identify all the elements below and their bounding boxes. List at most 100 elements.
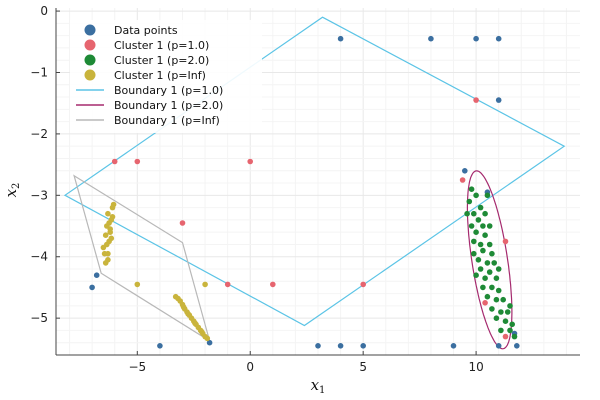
y-axis-label: x2 [2, 183, 22, 198]
y-tick-label: −4 [30, 250, 48, 264]
data-point [475, 257, 482, 263]
data-point [105, 257, 111, 263]
x-axis-label: x1 [311, 376, 326, 396]
y-tick-label: −5 [30, 311, 48, 325]
data-point [502, 238, 509, 245]
data-point [489, 250, 495, 257]
data-point [473, 272, 479, 279]
data-point [464, 210, 470, 217]
data-point [482, 300, 488, 306]
data-point [89, 284, 95, 291]
data-point [507, 303, 513, 309]
data-point [105, 210, 111, 217]
legend-label: Boundary 1 (p=2.0) [114, 99, 223, 112]
legend-marker [84, 54, 96, 66]
legend-marker [84, 24, 96, 36]
data-point [482, 232, 488, 238]
data-point [108, 235, 115, 242]
data-point [477, 266, 484, 272]
legend-label: Cluster 1 (p=1.0) [114, 39, 209, 52]
data-point [509, 321, 515, 328]
data-point [185, 311, 191, 317]
data-point [198, 328, 205, 335]
tick-labels: −5 0 5 10 0 −1 −2 −3 −4 −5 [30, 4, 483, 374]
data-point [495, 97, 502, 103]
data-point [489, 284, 495, 291]
data-point [507, 327, 513, 334]
data-point [360, 343, 367, 349]
data-point [486, 269, 493, 275]
data-point [459, 177, 466, 183]
data-point [500, 296, 507, 303]
legend-label: Boundary 1 (p=1.0) [114, 84, 223, 97]
data-point [360, 281, 367, 288]
data-point [493, 296, 500, 303]
data-point [473, 229, 479, 235]
data-point [179, 220, 186, 226]
data-point [477, 204, 484, 211]
data-point [498, 327, 504, 334]
data-point [511, 333, 518, 340]
data-point [192, 320, 198, 326]
data-point [502, 333, 509, 340]
legend-marker [84, 39, 96, 51]
data-point [315, 343, 321, 349]
y-tick-label: −1 [30, 65, 48, 79]
data-point [502, 318, 509, 325]
data-point [484, 192, 491, 199]
data-point [473, 97, 479, 103]
data-point [450, 343, 457, 349]
legend-marker [84, 69, 96, 81]
data-point [134, 281, 141, 288]
x-tick-label: 10 [468, 360, 483, 374]
y-tick-label: −2 [30, 127, 48, 141]
data-point [462, 168, 468, 174]
legend-label: Cluster 1 (p=Inf) [114, 69, 206, 82]
data-point [473, 192, 479, 199]
data-point [175, 295, 181, 302]
data-point [104, 241, 110, 248]
data-point [107, 229, 113, 235]
data-point [134, 158, 141, 165]
data-point [206, 339, 213, 346]
axis-frame [55, 8, 580, 356]
data-point [486, 223, 493, 229]
data-point [337, 35, 344, 42]
legend-box [70, 20, 262, 133]
x-tick-label: 0 [246, 360, 254, 374]
data-point [498, 309, 504, 315]
data-point [489, 306, 495, 312]
data-point [484, 260, 491, 266]
data-point [106, 220, 112, 226]
boundary-line [466, 170, 513, 350]
data-point [480, 223, 486, 229]
data-point [180, 304, 187, 310]
data-point [337, 343, 344, 349]
data-point [495, 35, 502, 42]
data-point [486, 241, 493, 248]
data-point [157, 343, 163, 349]
data-point [109, 214, 116, 220]
boundary-line [63, 16, 566, 327]
x-tick-label: −5 [128, 360, 146, 374]
legend-label: Boundary 1 (p=Inf) [114, 114, 220, 127]
data-point [247, 158, 253, 165]
data-point [202, 281, 208, 288]
data-point [428, 35, 434, 42]
data-point [493, 315, 500, 322]
data-point [491, 260, 498, 266]
data-point [468, 223, 475, 229]
data-point [111, 158, 118, 165]
data-point [495, 287, 502, 294]
data-point [471, 238, 477, 245]
data-point [101, 250, 108, 257]
data-point [484, 293, 491, 300]
legend-label: Cluster 1 (p=2.0) [114, 54, 209, 67]
legend: Data points Cluster 1 (p=1.0) Cluster 1 (p… [70, 20, 262, 133]
data-point [471, 210, 477, 217]
y-tick-label: −3 [30, 188, 48, 202]
data-point [473, 35, 479, 42]
data-point [504, 309, 511, 315]
data-point [480, 247, 486, 254]
